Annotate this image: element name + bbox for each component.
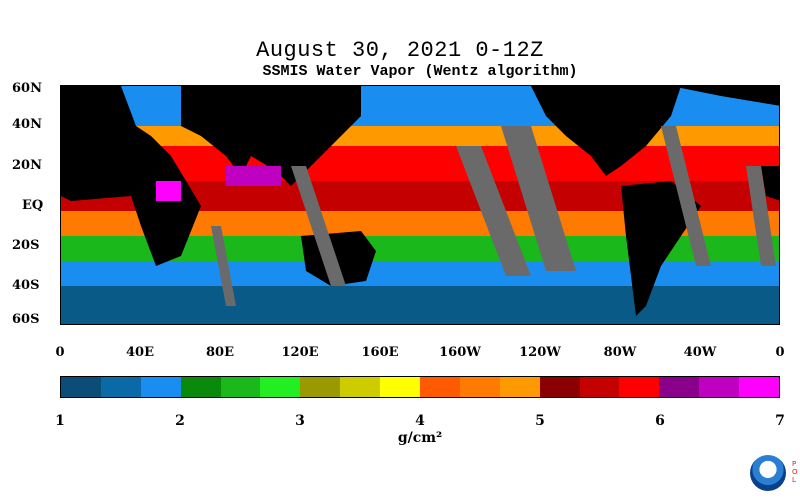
noaa-logo-icon	[750, 455, 786, 491]
colorbar-swatch	[340, 377, 381, 397]
lon-label-120w: 120W	[519, 345, 561, 360]
lat-label-eq: EQ	[22, 198, 44, 213]
lat-label-40s: 40S	[12, 278, 40, 293]
missing-swath-2	[501, 126, 576, 271]
lon-label-80e: 80E	[206, 345, 234, 360]
map-subtitle: SSMIS Water Vapor (Wentz algorithm)	[262, 63, 578, 80]
lon-label-0-east: 0	[775, 345, 785, 360]
colorbar-swatch	[140, 377, 181, 397]
missing-swath-1	[456, 146, 531, 276]
colorbar-swatch	[619, 377, 660, 397]
hotspot-west-pacific	[226, 166, 281, 186]
colorbar-tick-4: 4	[415, 413, 425, 429]
lat-label-60n: 60N	[12, 81, 42, 96]
colorbar-swatch	[579, 377, 620, 397]
hotspot-indian-ocean	[156, 181, 181, 201]
arctic-land	[671, 86, 779, 106]
colorbar	[60, 376, 780, 398]
colorbar-swatch	[61, 377, 101, 397]
water-vapor-map	[60, 85, 780, 325]
asia-land	[181, 86, 361, 186]
south-america-land	[621, 181, 701, 316]
map-graphic	[61, 86, 779, 324]
colorbar-swatch	[380, 377, 421, 397]
colorbar-swatch	[659, 377, 700, 397]
lon-label-0: 0	[55, 345, 65, 360]
colorbar-swatch	[699, 377, 740, 397]
colorbar-swatch	[100, 377, 141, 397]
lon-label-120e: 120E	[281, 345, 319, 360]
missing-swath-4	[211, 226, 236, 306]
colorbar-swatch	[739, 377, 780, 397]
colorbar-swatch	[499, 377, 540, 397]
colorbar-unit: g/cm²	[397, 430, 443, 446]
africa-europe-land	[61, 86, 201, 266]
map-title: August 30, 2021 0-12Z	[256, 38, 544, 63]
colorbar-swatch	[420, 377, 460, 397]
band-south-polar	[61, 286, 779, 324]
north-america-land	[531, 86, 681, 176]
lat-label-20n: 20N	[12, 158, 42, 173]
lon-label-80w: 80W	[603, 345, 637, 360]
lat-label-40n: 40N	[12, 117, 42, 132]
colorbar-tick-3: 3	[295, 413, 305, 429]
colorbar-tick-6: 6	[655, 413, 665, 429]
colorbar-swatch	[539, 377, 580, 397]
colorbar-swatch	[180, 377, 221, 397]
colorbar-tick-5: 5	[535, 413, 545, 429]
lon-label-40w: 40W	[683, 345, 717, 360]
band-south-high	[61, 261, 779, 286]
lat-label-20s: 20S	[12, 238, 40, 253]
colorbar-swatch	[459, 377, 500, 397]
missing-swath-3	[291, 166, 346, 286]
lon-label-160w: 160W	[439, 345, 481, 360]
colorbar-swatch	[260, 377, 301, 397]
colorbar-tick-7: 7	[775, 413, 785, 429]
lon-label-40e: 40E	[126, 345, 154, 360]
colorbar-swatch	[220, 377, 261, 397]
colorbar-tick-2: 2	[175, 413, 185, 429]
lon-label-160e: 160E	[361, 345, 399, 360]
west-africa-land	[761, 166, 779, 201]
colorbar-tick-1: 1	[55, 413, 65, 429]
colorbar-swatch	[300, 377, 341, 397]
missing-swath-6	[746, 166, 776, 266]
missing-swath-5	[661, 126, 711, 266]
lat-label-60s: 60S	[12, 312, 40, 327]
